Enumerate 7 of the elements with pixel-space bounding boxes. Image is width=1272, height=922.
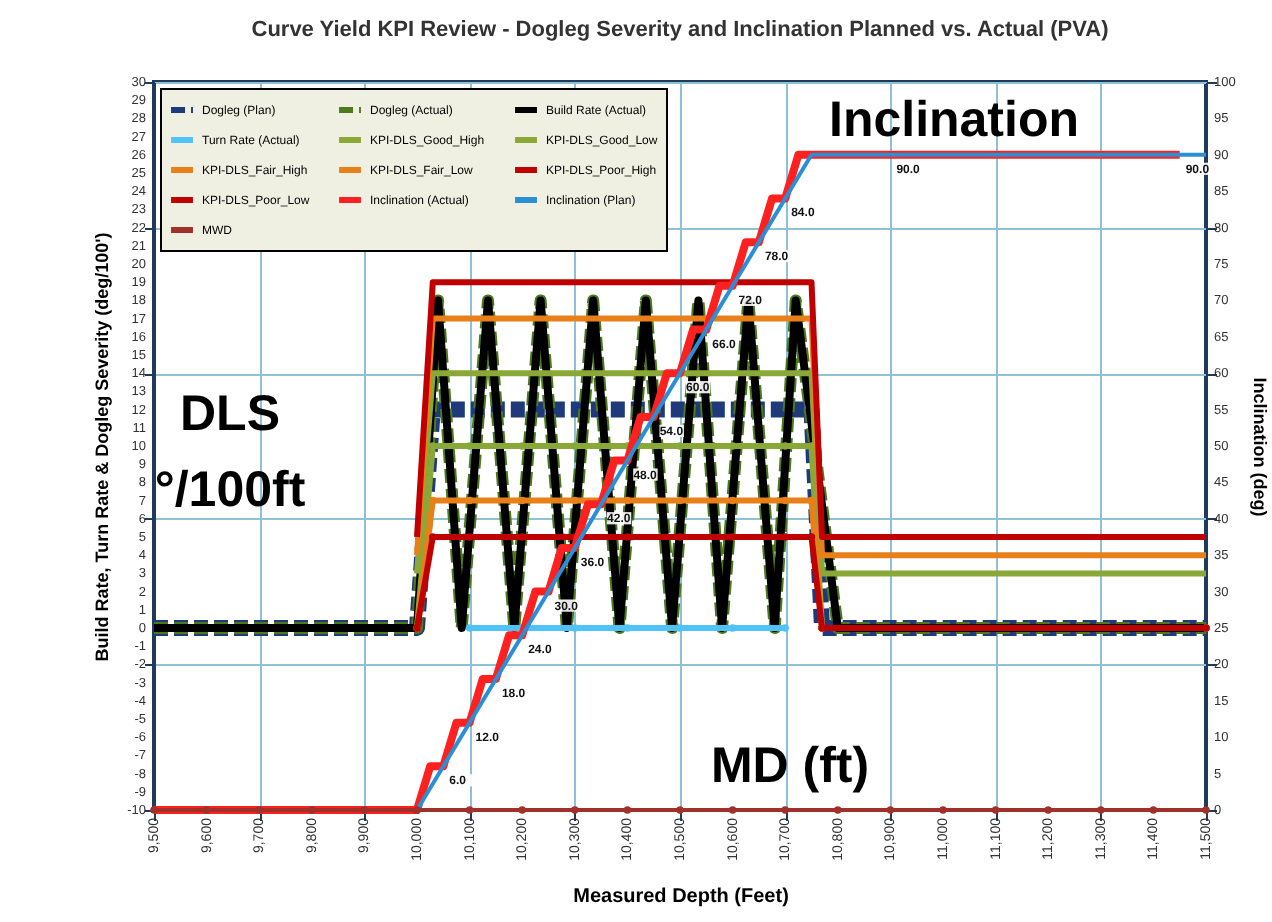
chart-title: Curve Yield KPI Review - Dogleg Severity and Inclination Planned vs. Actual (PVA) (251, 18, 1110, 42)
x-axis-title: Measured Depth (Feet) (573, 886, 789, 908)
annotation: DLS °/100ft (154, 386, 307, 518)
y-axis-title: Build Rate, Turn Rate & Dogleg Severity (deg/100') (92, 232, 112, 662)
annotation: Inclination (829, 92, 1079, 148)
annotation: MD (ft) (710, 738, 870, 794)
y2-axis-title: Inclination (deg) (1250, 377, 1270, 517)
